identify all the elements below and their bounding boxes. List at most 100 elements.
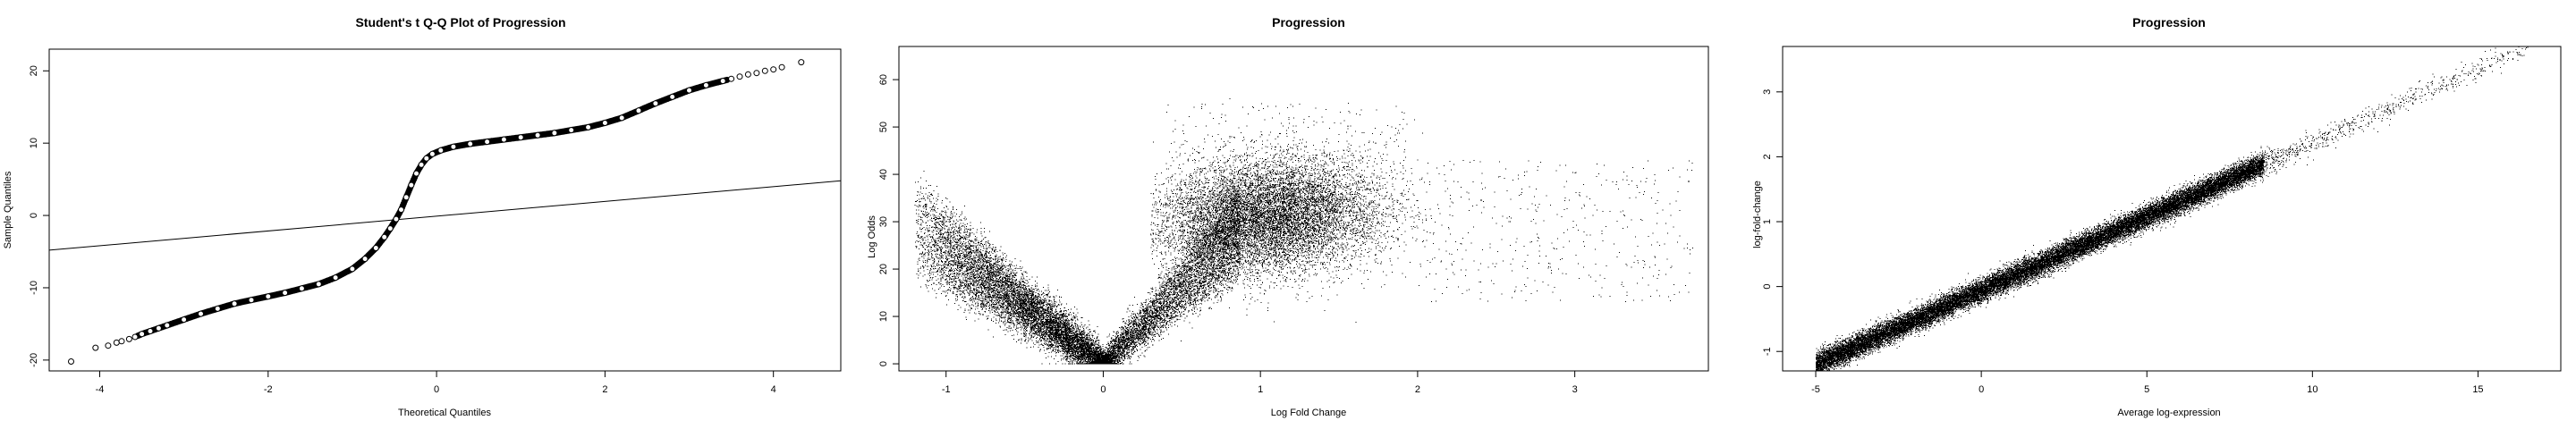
- qq-plot-title: Student's t Q-Q Plot of Progression: [355, 15, 565, 29]
- ma-plot-y-tick-label: -1: [1762, 347, 1773, 356]
- qq-point: [761, 67, 768, 74]
- volcano-plot-x-tick-label: 3: [1572, 384, 1578, 395]
- volcano-plot-y-ticks: 0 10 20 30 40 50 60: [878, 74, 899, 366]
- qq-point: [635, 107, 642, 114]
- qq-point: [585, 123, 592, 130]
- volcano-plot-x-ticks: -1 0 1 2 3: [942, 371, 1578, 395]
- qq-point: [402, 194, 410, 201]
- qq-point: [418, 161, 425, 168]
- qq-point: [551, 130, 558, 137]
- qq-point: [361, 256, 369, 263]
- qq-plot-y-tick-label: -10: [29, 281, 39, 295]
- volcano-plot-y-tick-label: 0: [878, 361, 889, 366]
- qq-point: [500, 136, 507, 143]
- qq-point: [155, 324, 162, 332]
- qq-plot-panel: Student's t Q-Q Plot of Progression Theo…: [3, 15, 842, 418]
- ma-plot-x-tick-label: 15: [2472, 384, 2483, 395]
- qq-plot-x-tick-label: -4: [96, 384, 105, 395]
- ma-plot-x-tick-label: -5: [1811, 384, 1820, 395]
- ma-plot-y-tick-label: 2: [1762, 154, 1773, 159]
- qq-plot-y-tick-label: 10: [29, 138, 39, 148]
- qq-plot-xlabel: Theoretical Quantiles: [398, 408, 491, 418]
- volcano-plot-ylabel: Log Odds: [867, 215, 877, 258]
- qq-plot-marks: [48, 59, 842, 365]
- ma-plot-panel: Progression Average log-expression log-f…: [1752, 15, 2562, 418]
- ma-plot-marks: [1816, 46, 2529, 372]
- qq-point: [736, 73, 743, 80]
- qq-point: [618, 114, 625, 122]
- qq-point: [125, 335, 132, 342]
- ma-plot-y-tick-label: 1: [1762, 219, 1773, 224]
- ma-plot-y-tick-label: 3: [1762, 89, 1773, 95]
- qq-point: [68, 358, 74, 365]
- ma-plot-frame: [1782, 46, 2562, 372]
- qq-point: [248, 297, 255, 304]
- ma-plot-y-ticks: -1 0 1 2 3: [1762, 89, 1783, 356]
- qq-point: [669, 93, 676, 100]
- qq-plot-x-tick-label: 2: [602, 384, 607, 395]
- qq-point: [147, 328, 154, 334]
- ma-plot-xlabel: Average log-expression: [2117, 408, 2220, 418]
- qq-point: [381, 233, 388, 240]
- qq-point: [798, 59, 805, 66]
- volcano-plot-title: Progression: [1272, 15, 1345, 29]
- qq-point: [484, 139, 491, 146]
- qq-point: [139, 331, 146, 338]
- qq-point: [778, 63, 785, 71]
- qq-plot-frame: [48, 48, 842, 372]
- qq-point: [332, 274, 339, 282]
- qq-plot-x-tick-label: 4: [771, 384, 776, 395]
- qq-reference-line: [48, 180, 842, 251]
- volcano-plot-y-tick-label: 30: [878, 216, 889, 227]
- volcano-plot-x-tick-label: 1: [1258, 384, 1263, 395]
- qq-point: [298, 285, 305, 292]
- qq-dense-band: [134, 76, 731, 340]
- volcano-plot-x-tick-label: 0: [1100, 384, 1106, 395]
- qq-point: [437, 147, 445, 154]
- qq-plot-x-tick-label: -2: [264, 384, 273, 395]
- qq-plot-x-tick-label: 0: [434, 384, 439, 395]
- qq-plot-y-tick-label: 20: [29, 65, 39, 76]
- ma-plot-x-ticks: -5 0 5 10 15: [1811, 371, 2484, 395]
- qq-point: [372, 245, 379, 251]
- qq-point: [423, 155, 430, 162]
- volcano-plot-x-tick-label: -1: [942, 384, 951, 395]
- qq-point: [231, 300, 238, 307]
- ma-plot-title: Progression: [2132, 15, 2206, 29]
- qq-point: [568, 127, 575, 134]
- ma-plot-x-tick-label: 10: [2307, 384, 2318, 395]
- volcano-plot-y-tick-label: 10: [878, 311, 889, 322]
- qq-point: [450, 143, 457, 150]
- volcano-plot-frame: [898, 46, 1709, 372]
- ma-plot-ylabel: log-fold-change: [1752, 181, 1763, 248]
- qq-point: [214, 305, 221, 312]
- qq-point: [702, 81, 709, 88]
- qq-point: [113, 339, 120, 346]
- qq-plot-ylabel: Sample Quantiles: [3, 171, 13, 248]
- volcano-plot-y-tick-label: 20: [878, 264, 889, 274]
- volcano-plot-x-tick-label: 2: [1415, 384, 1420, 395]
- volcano-plot-y-tick-label: 50: [878, 122, 889, 132]
- qq-point: [164, 322, 171, 329]
- qq-point: [517, 134, 524, 141]
- ma-plot-x-tick-label: 5: [2144, 384, 2149, 395]
- qq-point: [393, 215, 400, 223]
- qq-point: [315, 281, 322, 288]
- qq-point: [652, 100, 659, 107]
- qq-point: [728, 75, 735, 82]
- qq-point: [282, 290, 289, 297]
- qq-plot-y-tick-label: -20: [29, 353, 39, 367]
- qq-plot-x-ticks: -4 -2 0 2 4: [96, 371, 776, 395]
- qq-point: [428, 150, 436, 157]
- qq-point: [118, 338, 125, 345]
- qq-point: [265, 293, 272, 300]
- qq-point: [105, 342, 112, 349]
- qq-point: [770, 66, 777, 73]
- volcano-plot-xlabel: Log Fold Change: [1271, 408, 1346, 418]
- ma-plot-x-tick-label: 0: [1979, 384, 1984, 395]
- qq-point: [181, 316, 188, 324]
- qq-point: [198, 310, 204, 317]
- qq-point: [753, 70, 760, 77]
- qq-point: [92, 344, 99, 351]
